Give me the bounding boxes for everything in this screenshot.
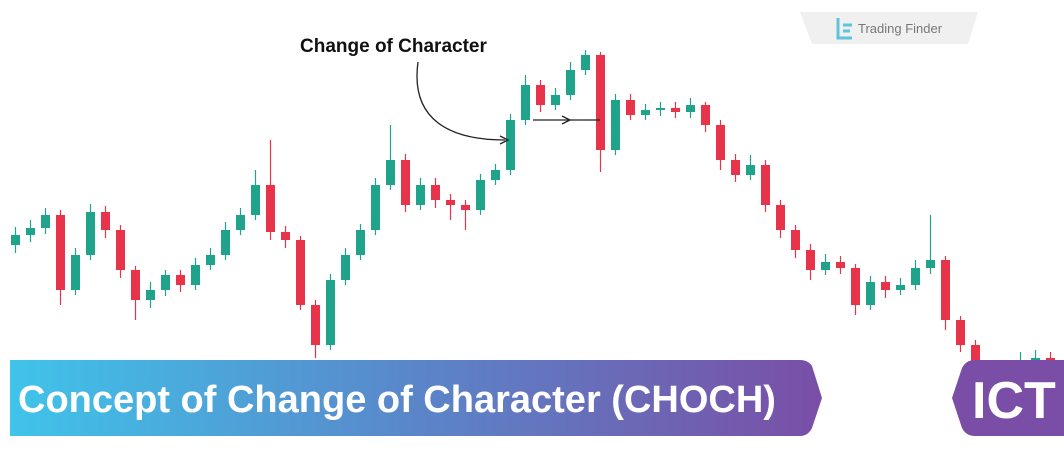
candle-body: [431, 185, 440, 200]
candle-body: [941, 260, 950, 320]
candle-body: [311, 305, 320, 345]
level-arrow: [561, 115, 572, 125]
candle-body: [1031, 358, 1040, 360]
logo-plate: [800, 12, 978, 44]
candle-body: [626, 100, 635, 115]
candle-body: [446, 200, 455, 205]
candle-body: [131, 270, 140, 300]
candle-body: [656, 108, 665, 110]
candle-body: [926, 260, 935, 268]
badge: ICT: [972, 372, 1056, 430]
candle-body: [836, 262, 845, 268]
candle-body: [866, 282, 875, 305]
candle-body: [26, 228, 35, 235]
candle-body: [71, 255, 80, 290]
title: Concept of Change of Character (CHOCH): [18, 379, 776, 421]
annotation-arrow: [416, 61, 506, 141]
candle-body: [581, 55, 590, 70]
annotation: Change of Character: [300, 36, 487, 57]
candles: [11, 50, 1055, 410]
candle-body: [956, 320, 965, 345]
candle-body: [821, 262, 830, 270]
candle-body: [266, 185, 275, 232]
candle-body: [386, 160, 395, 185]
candle-body: [551, 95, 560, 105]
title-banner: [10, 360, 822, 436]
candle-body: [236, 215, 245, 230]
candle-body: [461, 205, 470, 210]
candle-body: [671, 108, 680, 112]
candle-body: [506, 120, 515, 170]
logo-icon: [836, 18, 852, 40]
candle-body: [521, 85, 530, 120]
candle-body: [191, 265, 200, 285]
candle-body: [566, 70, 575, 95]
candle-body: [296, 240, 305, 305]
candle-body: [221, 230, 230, 255]
candle-body: [326, 280, 335, 345]
logo-text: Trading Finder: [858, 21, 943, 36]
candle-body: [776, 205, 785, 230]
candle-body: [206, 255, 215, 265]
candle-body: [806, 250, 815, 270]
candle-body: [356, 230, 365, 255]
candle-body: [731, 160, 740, 175]
candle-body: [881, 282, 890, 290]
candle-body: [41, 215, 50, 228]
candle-body: [56, 215, 65, 290]
candle-body: [701, 105, 710, 125]
candle-body: [611, 100, 620, 150]
candle-body: [116, 230, 125, 270]
candle-body: [491, 170, 500, 180]
candle-body: [686, 105, 695, 112]
candle-body: [341, 255, 350, 280]
candle-body: [371, 185, 380, 230]
candle-body: [281, 232, 290, 240]
candle-body: [896, 285, 905, 290]
candle-body: [641, 110, 650, 115]
candle-body: [416, 185, 425, 205]
badge-plate: [952, 360, 1064, 436]
candle-body: [161, 275, 170, 290]
arrow-head: [499, 135, 510, 145]
candle-body: [716, 125, 725, 160]
candle-body: [251, 185, 260, 215]
candle-body: [176, 275, 185, 285]
candle-body: [86, 212, 95, 255]
candle-body: [11, 235, 20, 245]
candle-body: [596, 55, 605, 150]
candle-body: [536, 85, 545, 105]
candle-body: [101, 212, 110, 230]
candle-body: [746, 165, 755, 175]
candle-body: [146, 290, 155, 300]
candle-body: [791, 230, 800, 250]
candle-body: [761, 165, 770, 205]
candle-body: [476, 180, 485, 210]
candle-body: [911, 268, 920, 285]
candle-body: [401, 160, 410, 205]
candle-body: [851, 268, 860, 305]
